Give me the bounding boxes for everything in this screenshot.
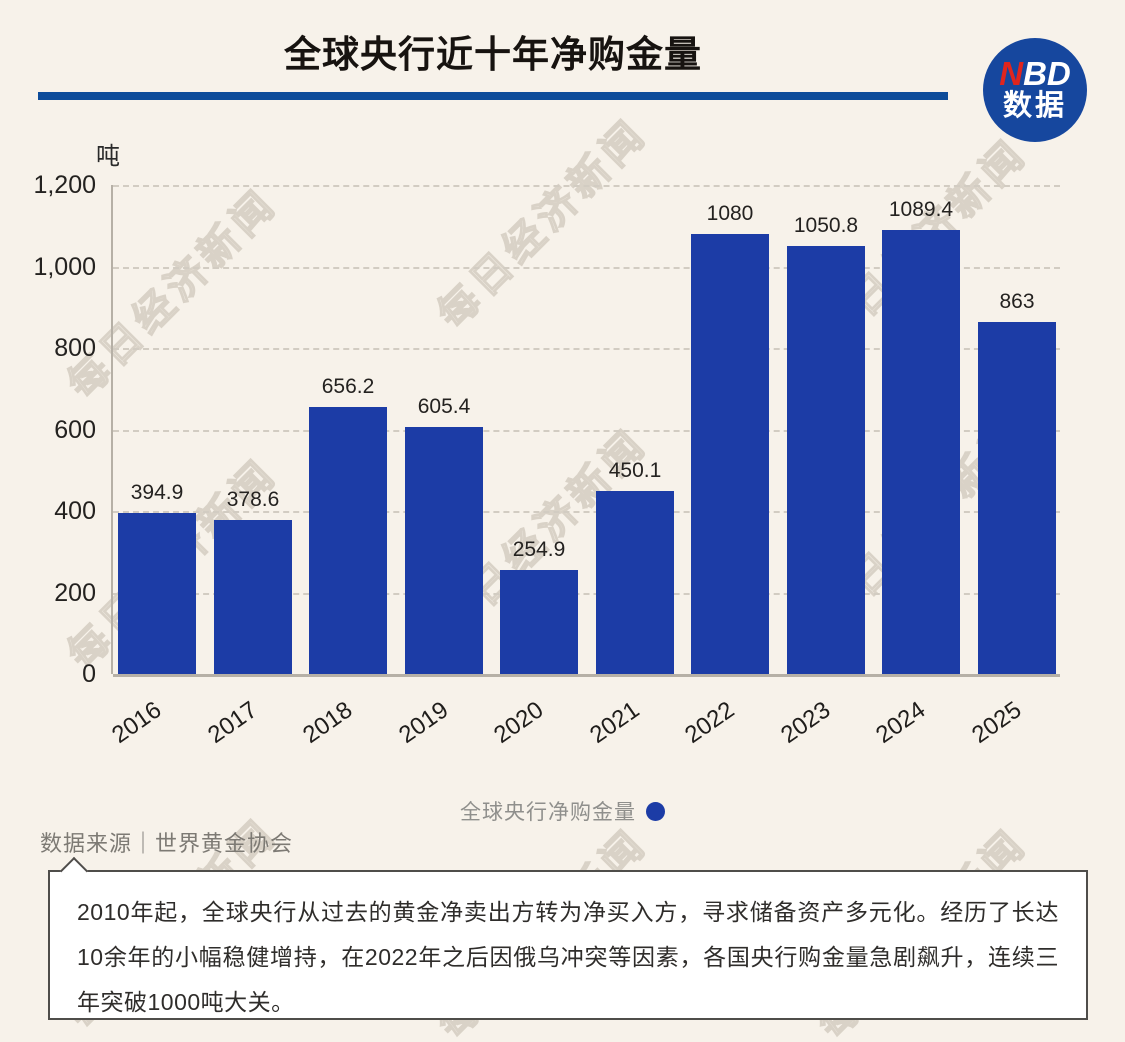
plot-area: 394.9 378.6 656.2 605.4 254.9 450.1 1080 1050.8… [111, 185, 1060, 677]
bar-value-label: 450.1 [608, 458, 662, 482]
x-tick-label-2017: 2017 [203, 696, 263, 749]
x-tick-label-2024: 2024 [871, 696, 931, 749]
nbd-logo-letter-n: N [999, 54, 1024, 92]
x-tick-label-2020: 2020 [489, 696, 549, 749]
y-tick-label: 0 [82, 660, 96, 688]
chart-bar-2023 [787, 245, 865, 674]
chart-legend: 全球央行净购金量 [0, 796, 1125, 826]
y-tick-label: 1,200 [33, 171, 96, 199]
x-axis-baseline [113, 674, 1060, 677]
chart-bar-2018 [309, 406, 387, 674]
nbd-logo-subtext: 数据 [1002, 90, 1067, 123]
bar-value-label: 863 [999, 290, 1035, 314]
chart-bar-2020 [500, 570, 578, 674]
bar-value-label: 656.2 [321, 374, 375, 398]
bar-chart: 吨 394.9 378.6 656.2 605.4 254.9 450.1 1080 1050… [33, 143, 1060, 749]
gridline [113, 348, 1060, 350]
y-tick-label: 1,000 [33, 252, 96, 281]
gridline [113, 592, 1060, 595]
gridline [113, 266, 1060, 269]
chart-bar-2024 [882, 230, 960, 674]
bar-value-label: 1080 [706, 201, 754, 225]
bar-value-label: 1050.8 [793, 213, 859, 237]
title-underline-rule [38, 92, 948, 100]
nbd-logo-text: NBD [999, 54, 1071, 92]
bar-value-label: 394.9 [130, 481, 184, 505]
chart-bar-2022 [691, 233, 769, 674]
bar-value-label: 378.6 [226, 487, 280, 511]
x-tick-label-2023: 2023 [776, 696, 836, 749]
data-source-text: 数据来源｜世界黄金协会 [40, 831, 294, 856]
annotation-callout-box: 2010年起，全球央行从过去的黄金净卖出方转为净买入方，寻求储备资产多元化。经历… [48, 856, 1088, 1020]
x-tick-label-2025: 2025 [967, 696, 1027, 749]
chart-bar-2016 [118, 513, 196, 674]
y-tick-label: 200 [54, 578, 96, 607]
bar-value-label: 254.9 [512, 538, 566, 562]
header: 全球央行近十年净购金量 [38, 0, 948, 78]
chart-bar-2025 [978, 322, 1056, 674]
annotation-text: 2010年起，全球央行从过去的黄金净卖出方转为净买入方，寻求储备资产多元化。经历… [77, 899, 1059, 1015]
legend-dot-icon [646, 801, 665, 821]
chart-bar-2017 [214, 519, 292, 674]
x-tick-label-2016: 2016 [107, 696, 167, 749]
page-title: 全球央行近十年净购金量 [284, 34, 702, 75]
y-axis-unit-label: 吨 [96, 143, 120, 170]
nbd-logo: NBD 数据 [983, 38, 1087, 142]
gridline [113, 185, 1060, 187]
callout-pointer-icon [59, 856, 89, 886]
y-tick-label: 800 [54, 334, 96, 362]
chart-bar-2019 [405, 427, 483, 674]
chart-bar-2021 [596, 490, 674, 674]
legend-label: 全球央行净购金量 [460, 801, 636, 824]
nbd-logo-letters-bd: BD [1023, 54, 1071, 92]
x-tick-label-2021: 2021 [585, 696, 645, 749]
bar-value-label: 605.4 [417, 395, 471, 419]
x-tick-label-2022: 2022 [680, 696, 740, 749]
x-tick-label-2019: 2019 [394, 696, 454, 749]
y-tick-label: 600 [54, 415, 96, 444]
y-axis-line [111, 185, 113, 674]
gridline [113, 429, 1060, 432]
gridline [113, 511, 1060, 513]
x-tick-label-2018: 2018 [298, 696, 358, 749]
bar-value-label: 1089.4 [888, 198, 954, 222]
y-tick-label: 400 [54, 497, 96, 525]
